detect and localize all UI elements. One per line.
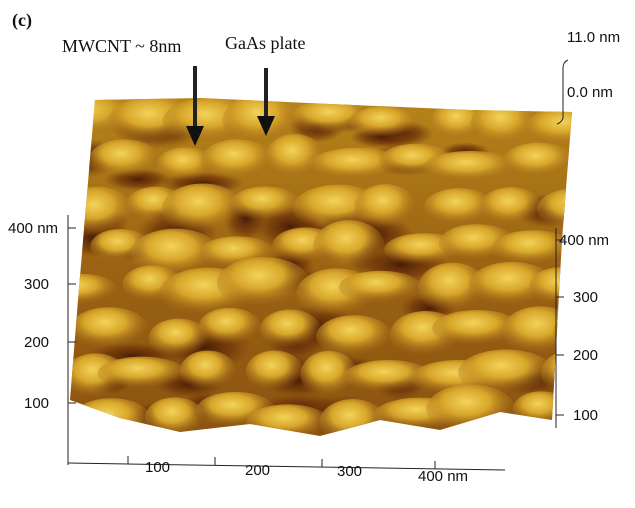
- z-tick-label: 11.0 nm: [567, 29, 620, 46]
- surface-grain: [553, 314, 627, 350]
- surface-grain: [503, 143, 574, 180]
- surface-grain: [145, 397, 205, 438]
- surface-grain: [97, 357, 186, 390]
- surface-grain: [320, 399, 387, 445]
- y-tick-label: 200: [24, 334, 49, 351]
- surface-grain: [480, 187, 541, 227]
- annotation: GaAs plate: [225, 33, 305, 53]
- surface-grain: [246, 351, 303, 393]
- surface-grain: [201, 139, 275, 181]
- surface-grain: [313, 220, 384, 272]
- surface-grain: [89, 139, 160, 179]
- surface-grain: [246, 404, 329, 441]
- y-tick-label: 100: [573, 407, 598, 424]
- surface-grain: [198, 308, 260, 347]
- surface: [39, 90, 635, 450]
- x-tick-label: 300: [337, 463, 362, 480]
- panel-label: (c): [12, 10, 32, 31]
- surface-grain: [339, 271, 422, 304]
- page: (c) MWCNT ~ 8nm GaAs plate 11.0 nm 0.0 n…: [0, 0, 635, 508]
- y-tick-label: 400 nm: [559, 232, 609, 249]
- surface-grain: [570, 142, 635, 187]
- surface-grain: [424, 151, 517, 184]
- surface-grain: [426, 384, 515, 433]
- x-tick-label: 100: [145, 459, 170, 476]
- surface-grain: [349, 106, 419, 138]
- surface-grain: [525, 108, 607, 148]
- surface-grain: [42, 274, 118, 306]
- x-tick-label: 400 nm: [418, 468, 468, 485]
- z-tick-label: 0.0 nm: [567, 84, 613, 101]
- x-tick-label: 200: [245, 462, 270, 479]
- afm-figure: (c) MWCNT ~ 8nm GaAs plate 11.0 nm 0.0 n…: [0, 0, 635, 508]
- annotation: MWCNT ~ 8nm: [62, 36, 181, 56]
- surface-grain: [260, 309, 320, 349]
- y-tick-label: 200: [573, 347, 598, 364]
- surface-grain: [71, 398, 152, 442]
- y-tick-label: 400 nm: [8, 220, 58, 237]
- y-tick-label: 100: [24, 395, 49, 412]
- surface-grain: [513, 391, 570, 427]
- surface-grain: [502, 306, 578, 355]
- surface-grain: [217, 257, 310, 309]
- surface-grain: [162, 183, 244, 234]
- surface-grain: [180, 350, 236, 391]
- surface-grain: [537, 188, 616, 231]
- y-tick-label: 300: [24, 276, 49, 293]
- y-tick-label: 300: [573, 289, 598, 306]
- surface-grain: [230, 186, 300, 221]
- surface-grain: [70, 307, 148, 350]
